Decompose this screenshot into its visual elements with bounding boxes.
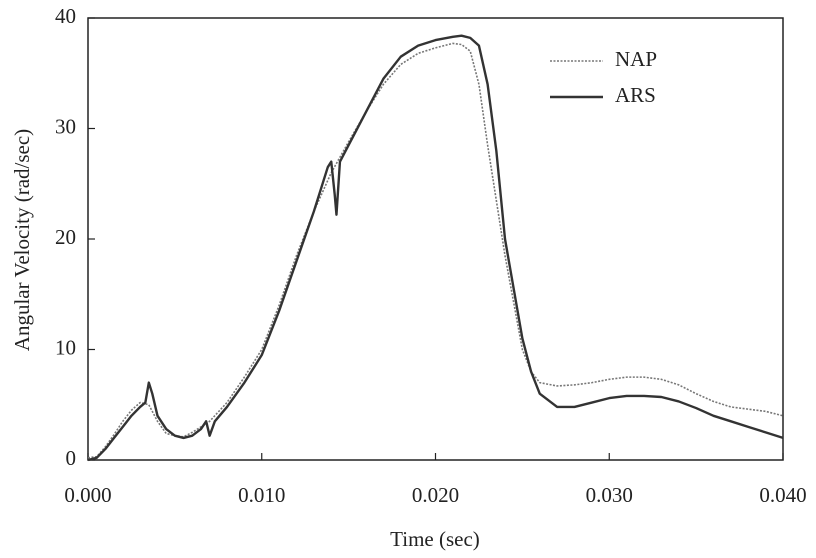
y-tick-label: 0 <box>66 446 77 470</box>
y-tick-label: 10 <box>55 335 76 359</box>
x-tick-label: 0.000 <box>64 483 111 507</box>
data-line <box>87 42 784 459</box>
x-tick-label: 0.020 <box>412 483 459 507</box>
x-axis-title: Time (sec) <box>390 527 480 551</box>
plot-frame <box>87 17 784 461</box>
data-line <box>87 34 784 462</box>
y-tick-label: 20 <box>55 225 76 249</box>
y-tick-label: 30 <box>55 114 76 138</box>
legend-label: NAP <box>615 47 657 71</box>
y-axis-title: Angular Velocity (rad/sec) <box>10 129 34 351</box>
x-tick-label: 0.040 <box>759 483 806 507</box>
legend-label: ARS <box>615 83 656 107</box>
y-tick-label: 40 <box>55 4 76 28</box>
x-tick-label: 0.010 <box>238 483 285 507</box>
x-tick-label: 0.030 <box>586 483 633 507</box>
